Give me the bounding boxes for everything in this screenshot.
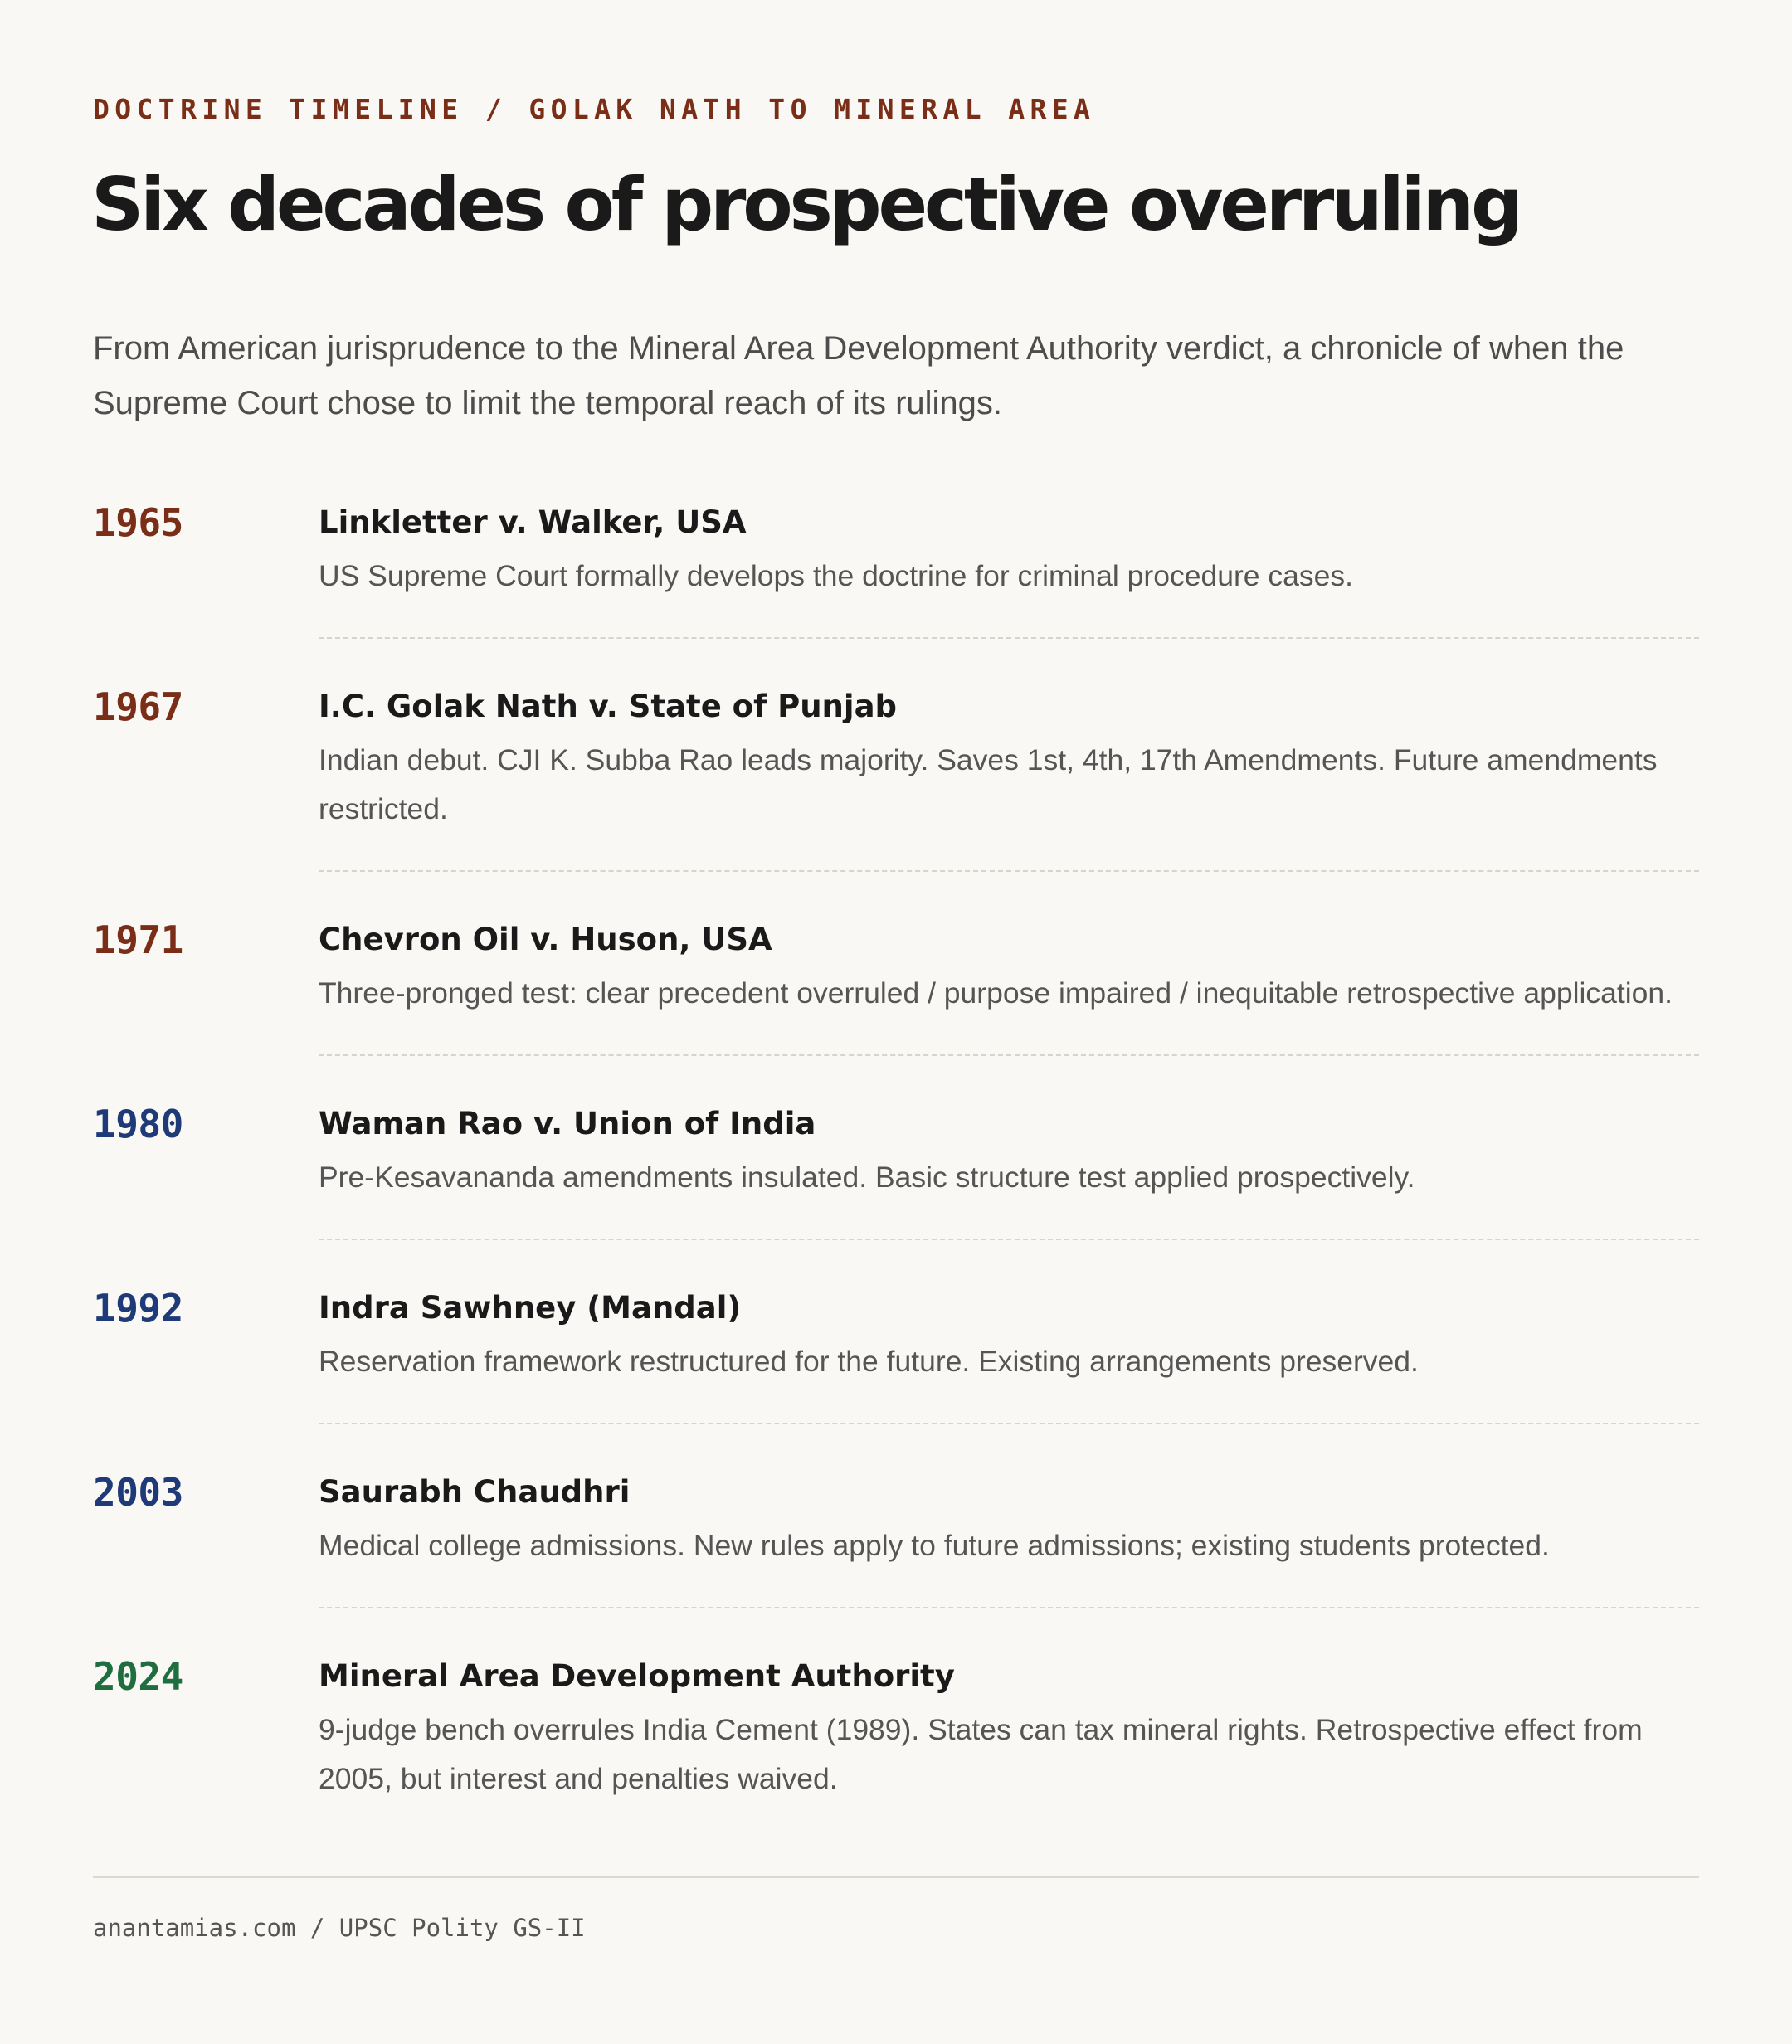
entry-body: Indra Sawhney (Mandal) Reservation frame…	[319, 1275, 1699, 1386]
entry-case-title: Mineral Area Development Authority	[319, 1658, 955, 1694]
timeline: 1965 Linkletter v. Walker, USA US Suprem…	[93, 489, 1699, 1840]
entry-body: Waman Rao v. Union of India Pre-Kesavana…	[319, 1091, 1699, 1202]
timeline-entry: 2024 Mineral Area Development Authority …	[93, 1607, 1699, 1840]
timeline-entry: 1992 Indra Sawhney (Mandal) Reservation …	[93, 1239, 1699, 1423]
entry-year: 1965	[93, 500, 183, 545]
page-title: Six decades of prospective overruling	[91, 162, 1523, 247]
entry-body: Mineral Area Development Authority 9-jud…	[319, 1643, 1699, 1803]
footer-divider	[93, 1876, 1699, 1878]
entry-body: I.C. Golak Nath v. State of Punjab India…	[319, 674, 1699, 834]
entry-description: Three-pronged test: clear precedent over…	[319, 976, 1673, 1010]
timeline-entry: 1965 Linkletter v. Walker, USA US Suprem…	[93, 489, 1699, 637]
entry-case-title: Waman Rao v. Union of India	[319, 1106, 816, 1141]
entry-year: 2003	[93, 1470, 183, 1515]
footer-source: anantamias.com / UPSC Polity GS-II	[93, 1914, 586, 1942]
entry-body: Chevron Oil v. Huson, USA Three-pronged …	[319, 907, 1699, 1018]
entry-case-title: I.C. Golak Nath v. State of Punjab	[319, 689, 898, 724]
entry-description: 9-judge bench overrules India Cement (19…	[319, 1713, 1643, 1795]
entry-year: 1971	[93, 917, 183, 962]
intro-paragraph: From American jurisprudence to the Miner…	[93, 330, 1624, 421]
entry-year: 1980	[93, 1102, 183, 1146]
timeline-entry: 1971 Chevron Oil v. Huson, USA Three-pro…	[93, 870, 1699, 1054]
entry-case-title: Saurabh Chaudhri	[319, 1474, 631, 1510]
entry-description: Pre-Kesavananda amendments insulated. Ba…	[319, 1161, 1415, 1194]
entry-case-title: Linkletter v. Walker, USA	[319, 504, 747, 540]
entry-case-title: Indra Sawhney (Mandal)	[319, 1290, 742, 1326]
entry-body: Linkletter v. Walker, USA US Supreme Cou…	[319, 489, 1699, 601]
timeline-entry: 1967 I.C. Golak Nath v. State of Punjab …	[93, 637, 1699, 870]
entry-year: 1967	[93, 684, 183, 729]
entry-body: Saurabh Chaudhri Medical college admissi…	[319, 1459, 1699, 1570]
entry-year: 2024	[93, 1654, 183, 1699]
timeline-entry: 2003 Saurabh Chaudhri Medical college ad…	[93, 1423, 1699, 1607]
entry-description: Reservation framework restructured for t…	[319, 1345, 1419, 1378]
entry-case-title: Chevron Oil v. Huson, USA	[319, 922, 772, 957]
entry-description: Indian debut. CJI K. Subba Rao leads maj…	[319, 743, 1658, 825]
entry-description: Medical college admissions. New rules ap…	[319, 1529, 1550, 1562]
entry-description: US Supreme Court formally develops the d…	[319, 559, 1353, 592]
timeline-entry: 1980 Waman Rao v. Union of India Pre-Kes…	[93, 1054, 1699, 1239]
entry-year: 1992	[93, 1286, 183, 1331]
eyebrow-label: DOCTRINE TIMELINE / GOLAK NATH TO MINERA…	[93, 93, 1096, 125]
